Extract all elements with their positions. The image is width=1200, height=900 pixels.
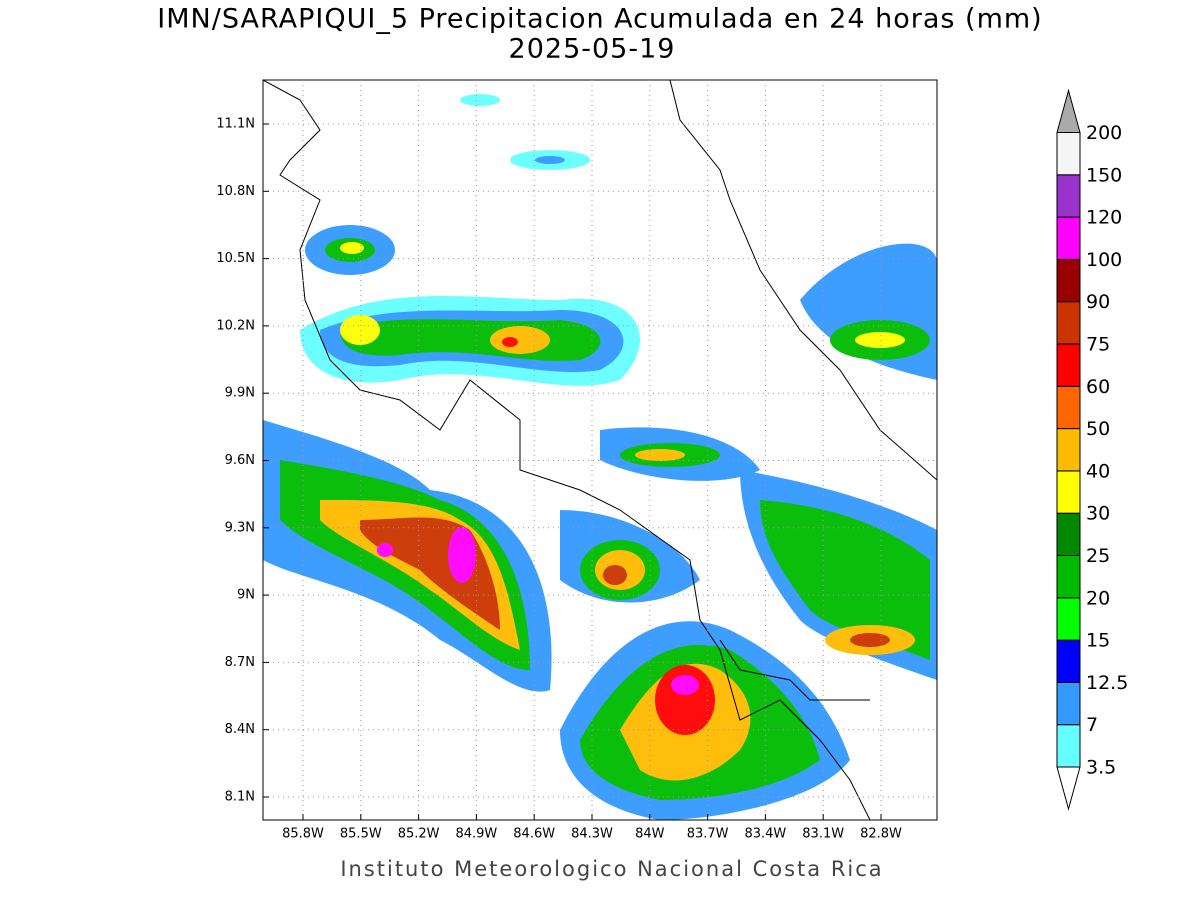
- colorbar-label: 25: [1086, 545, 1110, 567]
- colorbar-label: 60: [1086, 376, 1110, 398]
- colorbar-label: 150: [1086, 164, 1122, 186]
- lat-label: 8.4N: [225, 722, 255, 737]
- colorbar-swatch: [1056, 512, 1081, 557]
- lon-label: 85.2W: [398, 827, 440, 842]
- lon-label: 84.9W: [455, 827, 497, 842]
- colorbar-label: 120: [1086, 207, 1122, 229]
- lon-label: 85.8W: [282, 827, 324, 842]
- lon-label: 84.6W: [513, 827, 555, 842]
- lat-label: 8.7N: [225, 655, 255, 670]
- colorbar-swatch: [1056, 343, 1081, 387]
- colorbar-swatch: [1056, 470, 1081, 514]
- colorbar-label: 100: [1086, 249, 1122, 271]
- lon-label: 85.5W: [340, 827, 382, 842]
- colorbar-swatch: [1056, 132, 1081, 176]
- colorbar-label: 20: [1086, 587, 1110, 609]
- colorbar-swatch: [1056, 301, 1081, 345]
- colorbar-swatch: [1056, 428, 1081, 472]
- colorbar-swatch: [1056, 597, 1081, 641]
- lat-label: 10.2N: [216, 318, 255, 333]
- lat-label: 11.1N: [216, 117, 255, 132]
- lat-label: 9.9N: [225, 386, 255, 401]
- colorbar-swatch: [1056, 555, 1081, 599]
- colorbar-swatch: [1056, 681, 1081, 726]
- colorbar-label: 12.5: [1086, 672, 1128, 694]
- lat-label: 9.3N: [225, 520, 255, 535]
- colorbar-label: 7: [1086, 714, 1098, 736]
- colorbar-swatch: [1056, 174, 1081, 218]
- lon-label: 84.3W: [571, 827, 613, 842]
- footer: Instituto Meteorologico Nacional Costa R…: [340, 857, 883, 881]
- colorbar-swatch: [1056, 639, 1081, 683]
- lon-label: 84W: [635, 827, 665, 842]
- map-frame: [262, 79, 938, 821]
- colorbar-swatch: [1056, 724, 1081, 768]
- colorbar-below: [1056, 766, 1081, 811]
- lat-label: 8.1N: [225, 790, 255, 805]
- lon-label: 83.1W: [802, 827, 844, 842]
- lat-label: 10.8N: [216, 184, 255, 199]
- lat-label: 9N: [237, 588, 255, 603]
- lon-label: 82.8W: [860, 827, 902, 842]
- colorbar-swatch: [1056, 216, 1081, 260]
- colorbar-label: 30: [1086, 503, 1110, 525]
- colorbar-above: [1056, 88, 1081, 133]
- colorbar-label: 40: [1086, 460, 1110, 482]
- colorbar-label: 3.5: [1086, 757, 1116, 779]
- colorbar-label: 200: [1086, 122, 1122, 144]
- lat-label: 10.5N: [216, 251, 255, 266]
- title: IMN/SARAPIQUI_5 Precipitacion Acumulada …: [157, 4, 1042, 35]
- colorbar-label: 90: [1086, 291, 1110, 313]
- colorbar-swatch: [1056, 258, 1081, 303]
- lon-label: 83.4W: [744, 827, 786, 842]
- lon-label: 83.7W: [687, 827, 729, 842]
- colorbar-swatch: [1056, 385, 1081, 430]
- colorbar-label: 15: [1086, 630, 1110, 652]
- colorbar-label: 75: [1086, 334, 1110, 356]
- lat-label: 9.6N: [225, 453, 255, 468]
- precipitation-field: [263, 80, 937, 820]
- subtitle: 2025-05-19: [509, 34, 676, 65]
- colorbar-label: 50: [1086, 418, 1110, 440]
